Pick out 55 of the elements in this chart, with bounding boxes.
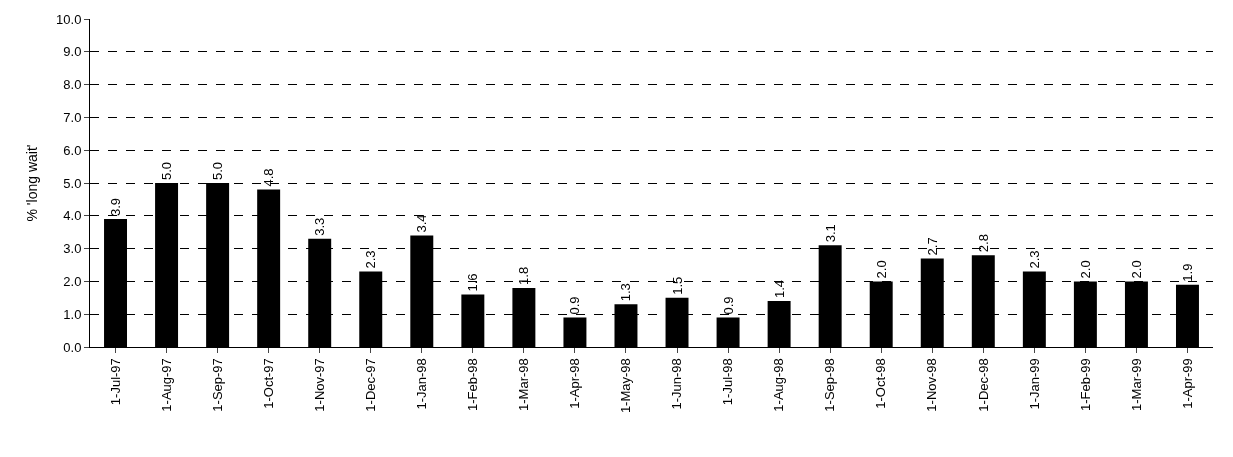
x-tick-label: 1-Mar-98 (516, 358, 532, 411)
y-tick-label: 10.0 (56, 11, 82, 27)
x-tick-label: 1-Feb-99 (1077, 358, 1093, 411)
x-tick-label: 1-Jun-98 (669, 358, 685, 410)
x-tick-label: 1-Nov-98 (924, 358, 940, 412)
data-label: 0.9 (720, 296, 736, 315)
y-tick-label: 0.0 (63, 339, 82, 355)
y-tick-label: 7.0 (63, 109, 82, 125)
data-label: 2.3 (1026, 250, 1042, 269)
data-label: 3.3 (312, 217, 328, 236)
data-label: 2.0 (1128, 260, 1144, 279)
y-tick-label: 9.0 (63, 44, 82, 60)
data-label: 1.5 (669, 276, 685, 295)
x-tick-label: 1-Aug-97 (158, 358, 174, 412)
data-label: 5.0 (210, 161, 226, 180)
x-tick-label: 1-Sep-97 (209, 358, 225, 412)
data-label: 3.9 (108, 198, 124, 217)
x-tick-label: 1-Mar-99 (1128, 358, 1144, 411)
x-tick-label: 1-May-98 (618, 358, 634, 414)
x-tick-label: 1-Aug-98 (771, 358, 787, 412)
y-tick-label: 2.0 (63, 273, 82, 289)
x-tick-label: 1-Jan-98 (414, 358, 430, 410)
data-label: 2.3 (363, 250, 379, 269)
x-tick-label: 1-Oct-98 (873, 358, 889, 409)
x-tick-label: 1-Apr-99 (1179, 358, 1195, 409)
y-axis-title: % 'long wait' (23, 144, 40, 222)
data-label: 3.4 (414, 214, 430, 233)
data-label: 5.0 (159, 161, 175, 180)
data-label: 1.6 (465, 273, 481, 292)
data-label: 2.0 (873, 260, 889, 279)
x-tick-label: 1-Jul-98 (720, 358, 736, 406)
data-label: 1.3 (618, 283, 634, 302)
y-tick-label: 5.0 (63, 175, 82, 191)
x-tick-label: 1-Sep-98 (822, 358, 838, 412)
y-tick-label: 3.0 (63, 241, 82, 257)
x-tick-label: 1-Dec-97 (362, 358, 378, 412)
x-tick-label: 1-Jul-97 (107, 358, 123, 406)
y-tick-label: 1.0 (63, 306, 82, 322)
data-label: 2.0 (1077, 260, 1093, 279)
x-tick-label: 1-Oct-97 (260, 358, 276, 409)
x-tick-label: 1-Nov-97 (311, 358, 327, 412)
data-label: 1.9 (1179, 263, 1195, 282)
y-tick-label: 4.0 (63, 208, 82, 224)
data-label: 2.7 (924, 237, 940, 256)
data-label: 3.1 (822, 224, 838, 243)
data-label: 4.8 (261, 168, 277, 187)
y-tick-label: 8.0 (63, 77, 82, 93)
y-tick-label: 6.0 (63, 142, 82, 158)
x-tick-label: 1-Apr-98 (567, 358, 583, 409)
x-tick-label: 1-Jan-99 (1026, 358, 1042, 410)
data-label: 0.9 (567, 296, 583, 315)
data-label: 2.8 (975, 234, 991, 253)
data-label: 1.4 (771, 280, 787, 299)
x-tick-label: 1-Dec-98 (975, 358, 991, 412)
x-tick-label: 1-Feb-98 (465, 358, 481, 411)
